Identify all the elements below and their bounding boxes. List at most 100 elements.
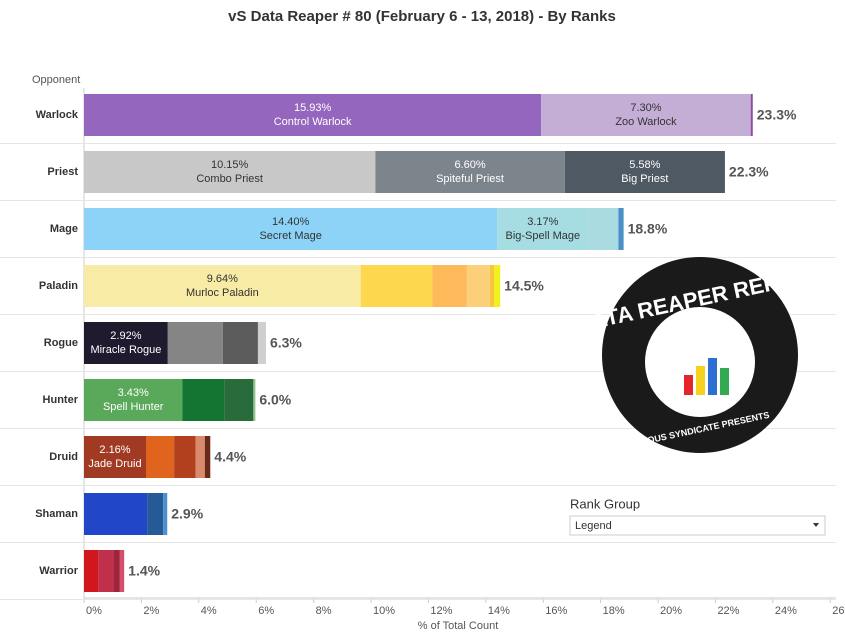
- bar-segment: [195, 436, 205, 478]
- segment-name-label: Combo Priest: [196, 173, 263, 185]
- x-tick-label: 10%: [373, 605, 395, 617]
- bar-segment: [113, 550, 120, 592]
- bar-segment: [541, 94, 751, 136]
- y-tick-label: Rogue: [44, 337, 78, 349]
- total-label: 18.8%: [628, 221, 668, 237]
- x-tick-label: 4%: [201, 605, 217, 617]
- x-tick-label: 16%: [545, 605, 567, 617]
- bar-segment: [466, 265, 490, 307]
- total-label: 6.3%: [270, 335, 302, 351]
- x-tick-label: 18%: [603, 605, 625, 617]
- x-tick-label: 24%: [775, 605, 797, 617]
- bar-segment: [750, 94, 753, 136]
- bar-segment: [174, 436, 196, 478]
- x-tick-label: 0%: [86, 605, 102, 617]
- y-tick-label: Warrior: [39, 565, 78, 577]
- bar-segment: [84, 550, 99, 592]
- total-label: 6.0%: [259, 392, 291, 408]
- x-tick-label: 26%: [832, 605, 845, 617]
- x-tick-label: 20%: [660, 605, 682, 617]
- y-tick-label: Priest: [47, 166, 78, 178]
- segment-name-label: Spiteful Priest: [436, 173, 504, 185]
- bar-segment: [163, 493, 168, 535]
- legend-dropdown-text: Legend: [575, 520, 612, 532]
- x-axis-title: % of Total Count: [418, 620, 499, 632]
- x-tick-label: 14%: [488, 605, 510, 617]
- segment-value-label: 9.64%: [207, 273, 238, 285]
- bar-segment: [84, 322, 168, 364]
- total-label: 14.5%: [504, 278, 544, 294]
- bar-segment: [84, 379, 183, 421]
- legend-dropdown[interactable]: [569, 515, 826, 536]
- segment-value-label: 3.17%: [527, 216, 558, 228]
- y-tick-label: Druid: [49, 451, 78, 463]
- bar-segment: [360, 265, 433, 307]
- logo: DATA REAPER REPORT VICIOUS SYNDICATE PRE…: [574, 257, 826, 453]
- bar-segment: [98, 550, 114, 592]
- logo-icon: [684, 375, 693, 395]
- bar-segment: [564, 151, 725, 193]
- y-tick-label: Paladin: [39, 280, 78, 292]
- x-tick-label: 12%: [430, 605, 452, 617]
- bar-segment: [182, 379, 225, 421]
- bar-segment: [204, 436, 211, 478]
- segment-value-label: 15.93%: [294, 102, 332, 114]
- bar-segment: [224, 379, 254, 421]
- x-tick-label: 22%: [717, 605, 739, 617]
- x-tick-label: 6%: [258, 605, 274, 617]
- bar-segment: [84, 493, 148, 535]
- legend-title: Rank Group: [570, 496, 640, 511]
- segment-name-label: Murloc Paladin: [186, 287, 259, 299]
- bar-segment: [84, 94, 542, 136]
- segment-name-label: Control Warlock: [274, 116, 352, 128]
- y-tick-label: Mage: [50, 223, 78, 235]
- x-tick-label: 8%: [316, 605, 332, 617]
- bar-segment: [84, 436, 146, 478]
- bar-segment: [84, 265, 361, 307]
- total-label: 23.3%: [757, 107, 797, 123]
- logo-icon: [720, 368, 729, 395]
- segment-value-label: 2.16%: [99, 444, 130, 456]
- x-tick-label: 2%: [143, 605, 159, 617]
- bar-segment: [84, 208, 498, 250]
- y-tick-label: Shaman: [35, 508, 78, 520]
- segment-name-label: Big-Spell Mage: [506, 230, 581, 242]
- segment-name-label: Secret Mage: [259, 230, 321, 242]
- bar-segment: [167, 322, 223, 364]
- segment-value-label: 5.58%: [629, 159, 660, 171]
- bar-segment: [147, 493, 164, 535]
- segment-value-label: 3.43%: [118, 387, 149, 399]
- bar-segment: [253, 379, 256, 421]
- bar-segment: [84, 151, 376, 193]
- total-label: 22.3%: [729, 164, 769, 180]
- segment-value-label: 10.15%: [211, 159, 249, 171]
- y-axis-title: Opponent: [32, 74, 80, 86]
- segment-value-label: 6.60%: [454, 159, 485, 171]
- bar-segment: [375, 151, 565, 193]
- y-tick-label: Hunter: [43, 394, 79, 406]
- y-tick-label: Warlock: [36, 109, 79, 121]
- segment-name-label: Spell Hunter: [103, 401, 164, 413]
- bar-segment: [257, 322, 266, 364]
- bar-segment: [497, 208, 589, 250]
- total-label: 4.4%: [214, 449, 246, 465]
- segment-value-label: 14.40%: [272, 216, 310, 228]
- logo-icon: [708, 358, 717, 395]
- dropdown-arrow: [813, 523, 819, 527]
- segment-value-label: 2.92%: [110, 330, 141, 342]
- segment-name-label: Miracle Rogue: [90, 344, 161, 356]
- logo-icon: [696, 366, 705, 395]
- bar-segment: [588, 208, 619, 250]
- chart-title: vS Data Reaper # 80 (February 6 - 13, 20…: [228, 8, 616, 25]
- total-label: 2.9%: [171, 506, 203, 522]
- bar-segment: [494, 265, 501, 307]
- bar-segment: [119, 550, 125, 592]
- segment-name-label: Big Priest: [621, 173, 668, 185]
- bar-segment: [489, 265, 495, 307]
- bar-segment: [145, 436, 175, 478]
- segment-name-label: Zoo Warlock: [615, 116, 677, 128]
- bar-segment: [432, 265, 467, 307]
- segment-value-label: 7.30%: [630, 102, 661, 114]
- bar-segment: [222, 322, 258, 364]
